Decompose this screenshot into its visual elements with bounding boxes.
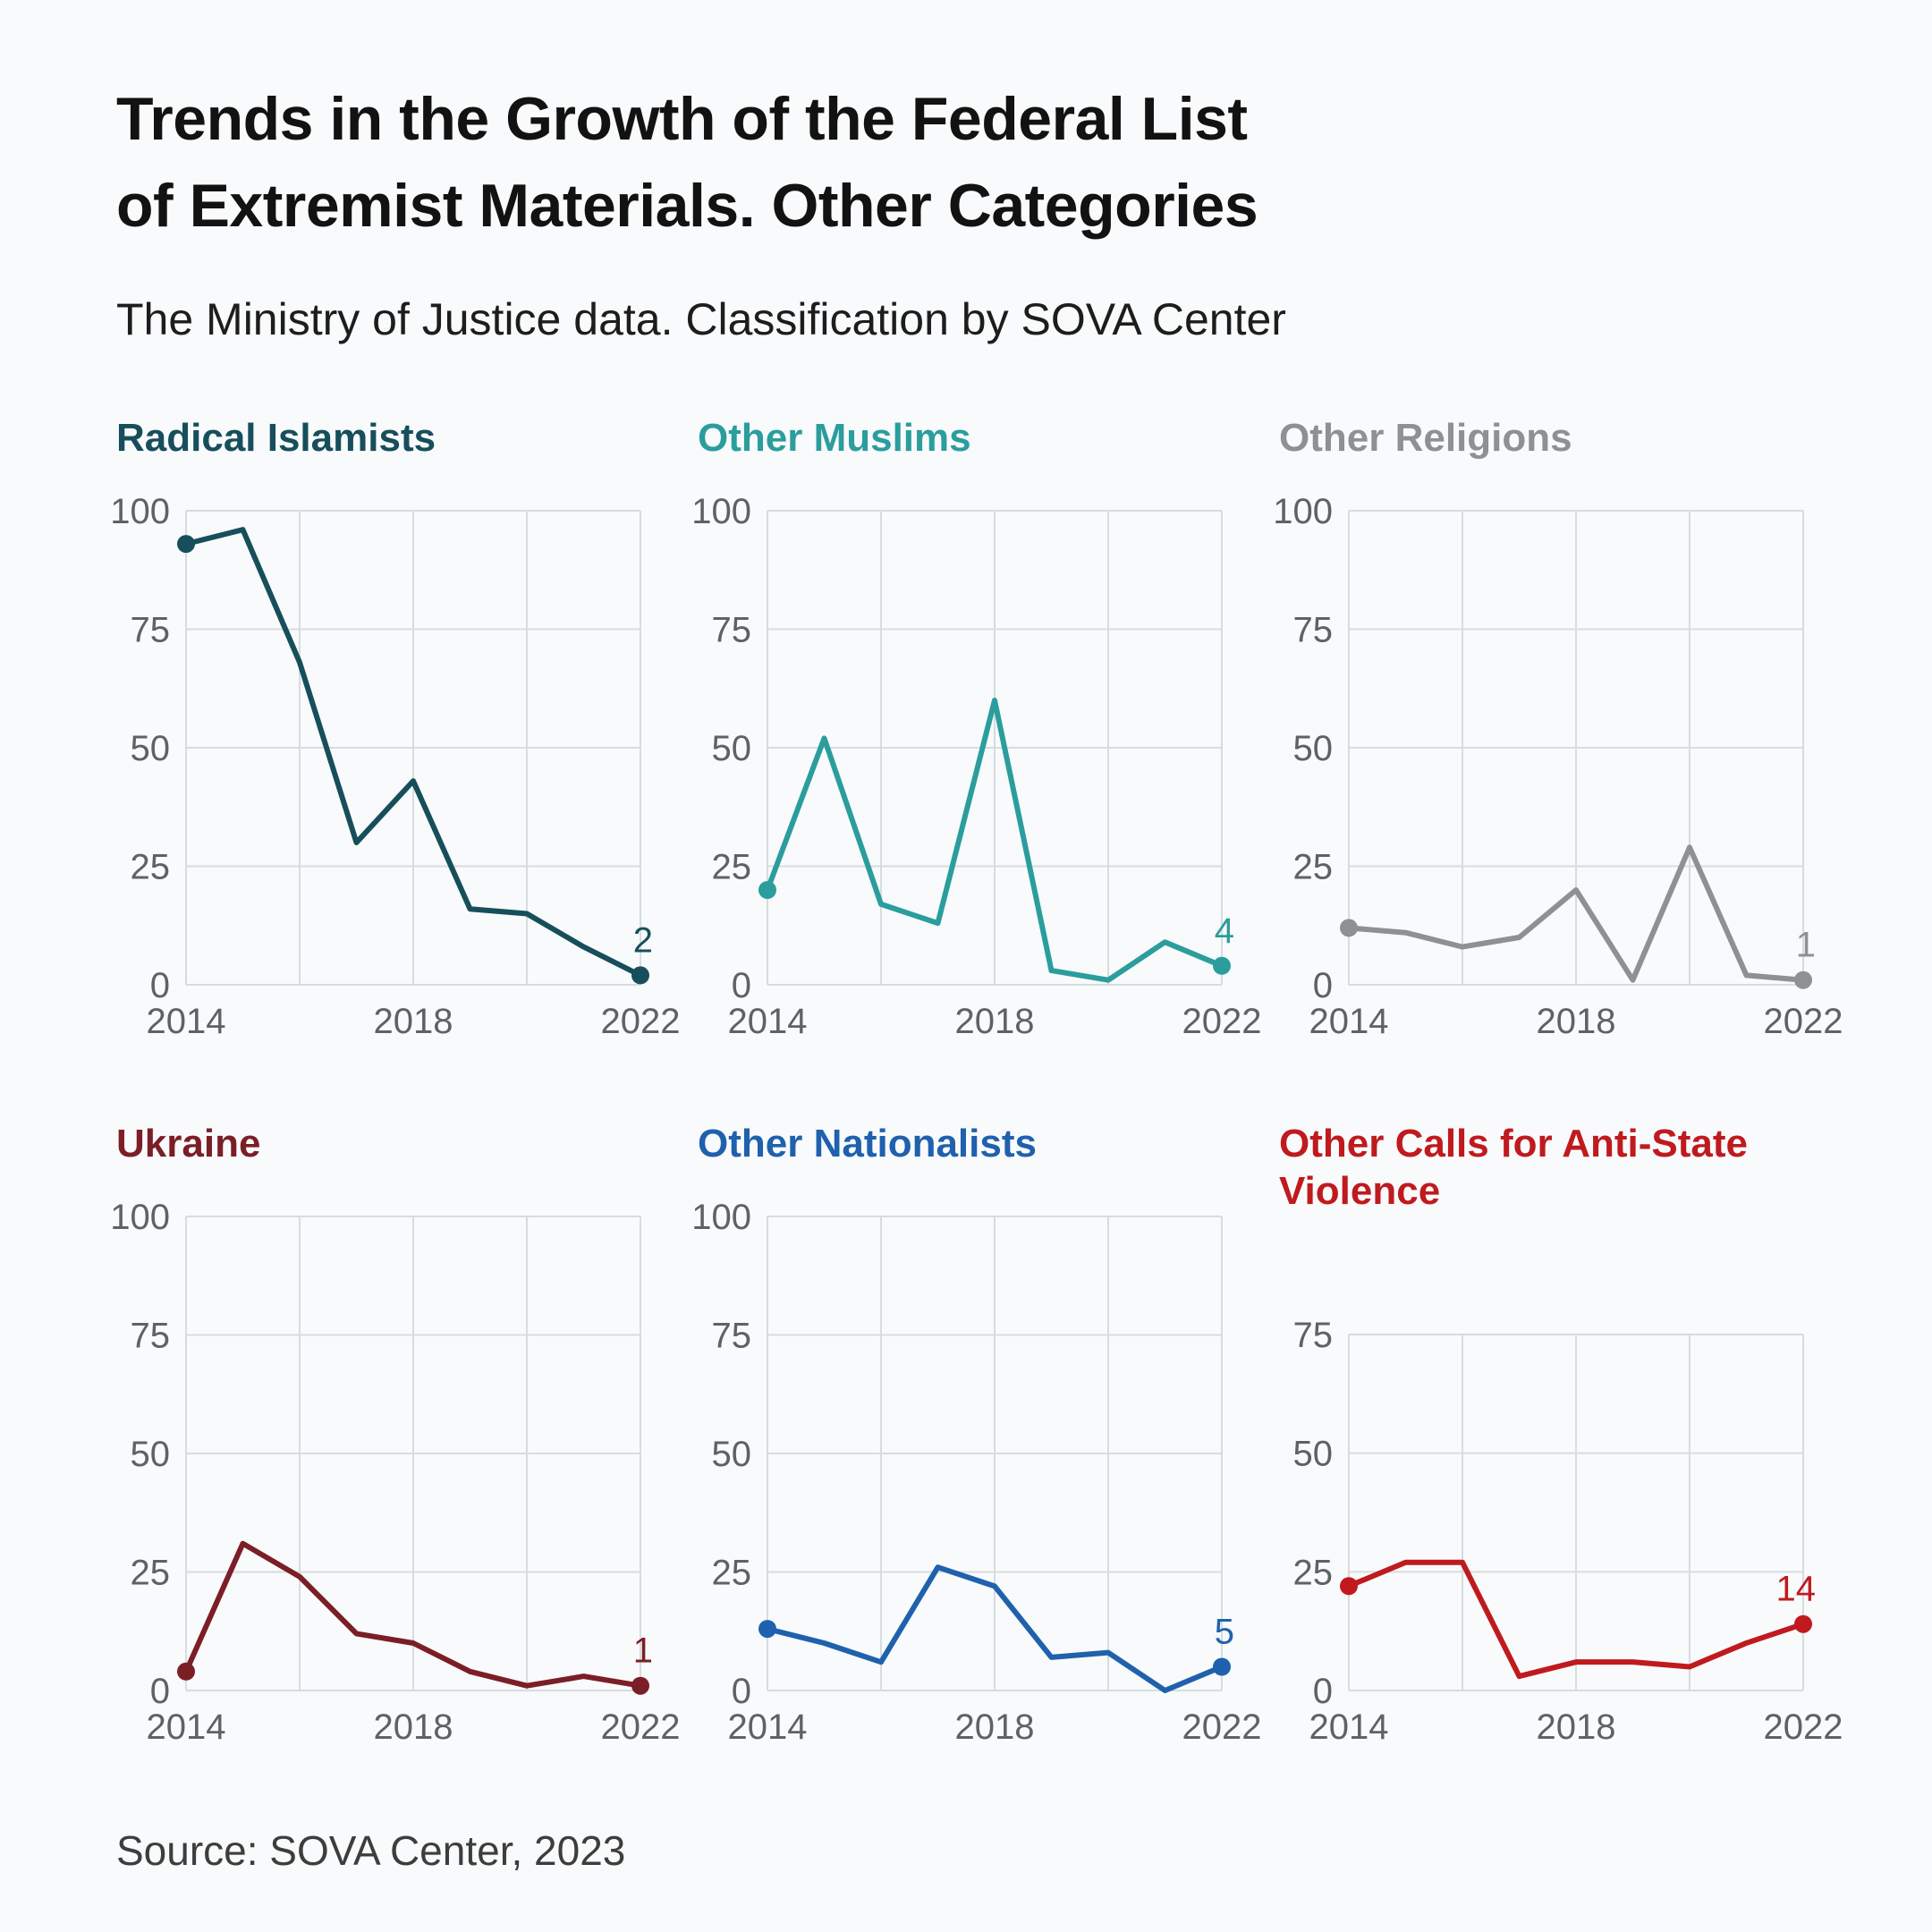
y-tick-label: 0 bbox=[1313, 1672, 1333, 1711]
y-tick-label: 100 bbox=[110, 1198, 170, 1237]
data-point-last bbox=[1213, 956, 1231, 975]
chart-ukraine: Ukraine 0 25 50 75 100 2014 2018 2022 1 bbox=[110, 1121, 680, 1748]
y-tick-label: 0 bbox=[150, 966, 170, 1005]
chart-canvas-other-religions: 0 25 50 75 100 2014 2018 2022 1 bbox=[1273, 492, 1843, 1041]
chart-canvas-other-nationalists: 0 25 50 75 100 2014 2018 2022 5 bbox=[691, 1198, 1261, 1747]
end-value-label: 5 bbox=[1215, 1612, 1234, 1651]
y-tick-label: 100 bbox=[1273, 492, 1333, 531]
source-note: Source: SOVA Center, 2023 bbox=[116, 1826, 626, 1874]
y-tick-label: 25 bbox=[712, 1553, 752, 1592]
y-tick-label: 75 bbox=[1293, 1316, 1334, 1355]
y-tick-label: 0 bbox=[732, 966, 751, 1005]
data-point-last bbox=[631, 966, 649, 985]
end-value-label: 14 bbox=[1776, 1569, 1817, 1608]
end-value-label: 1 bbox=[633, 1631, 653, 1670]
series-line bbox=[183, 527, 643, 979]
series-line bbox=[765, 697, 1224, 983]
y-tick-label: 25 bbox=[1293, 847, 1334, 886]
page-subtitle: The Ministry of Justice data. Classifica… bbox=[116, 294, 1286, 345]
data-point-first bbox=[758, 880, 776, 899]
x-tick-label: 2014 bbox=[147, 1002, 226, 1041]
page-title-line2: of Extremist Materials. Other Categories bbox=[116, 171, 1258, 240]
y-tick-label: 75 bbox=[131, 610, 171, 649]
chart-title-radical-islamists: Radical Islamists bbox=[116, 416, 436, 461]
y-tick-label: 0 bbox=[732, 1672, 751, 1711]
x-tick-label: 2022 bbox=[1764, 1707, 1843, 1747]
x-tick-label: 2018 bbox=[374, 1002, 453, 1041]
x-tick-label: 2014 bbox=[728, 1707, 808, 1747]
y-tick-label: 50 bbox=[712, 1435, 752, 1474]
end-value-label: 1 bbox=[1796, 926, 1816, 965]
y-tick-label: 0 bbox=[150, 1672, 170, 1711]
x-tick-label: 2018 bbox=[374, 1707, 453, 1747]
data-point-first bbox=[1340, 1576, 1358, 1595]
y-tick-label: 25 bbox=[131, 847, 171, 886]
y-tick-label: 100 bbox=[110, 492, 170, 531]
x-tick-label: 2018 bbox=[1537, 1002, 1616, 1041]
chart-other-calls-for-anti-state-violence: Other Calls for Anti-State Violence 0 25 50… bbox=[1279, 1121, 1843, 1748]
charts-grid: Radical Islamists 0 25 50 75 100 2014 2018 2022 2… bbox=[110, 415, 1843, 1748]
y-tick-label: 100 bbox=[691, 1198, 751, 1237]
page-title-line1: Trends in the Growth of the Federal List bbox=[116, 85, 1248, 153]
y-tick-label: 50 bbox=[1293, 1434, 1334, 1473]
x-tick-label: 2022 bbox=[1764, 1002, 1843, 1041]
chart-title-other-religions: Other Religions bbox=[1279, 416, 1572, 461]
chart-radical-islamists: Radical Islamists 0 25 50 75 100 2014 2018 2022 2 bbox=[110, 415, 680, 1042]
x-tick-label: 2018 bbox=[955, 1707, 1035, 1747]
end-value-label: 4 bbox=[1215, 911, 1234, 951]
series-line bbox=[183, 1540, 643, 1689]
series-line bbox=[765, 1563, 1224, 1693]
chart-canvas-other-calls-for-anti-state-violence: 0 25 50 75 2014 2018 2022 14 bbox=[1293, 1316, 1843, 1747]
infographic: Trends in the Growth of the Federal List… bbox=[110, 76, 1843, 1874]
y-tick-label: 100 bbox=[691, 492, 751, 531]
chart-canvas-ukraine: 0 25 50 75 100 2014 2018 2022 1 bbox=[110, 1198, 680, 1747]
y-tick-label: 25 bbox=[131, 1553, 171, 1592]
series-line bbox=[1346, 1559, 1806, 1679]
chart-title-other-muslims: Other Muslims bbox=[698, 416, 971, 461]
y-tick-label: 0 bbox=[1313, 966, 1333, 1005]
data-point-first bbox=[177, 1662, 195, 1681]
y-tick-label: 25 bbox=[1293, 1553, 1334, 1592]
data-point-first bbox=[177, 534, 195, 553]
chart-canvas-radical-islamists: 0 25 50 75 100 2014 2018 2022 2 bbox=[110, 492, 680, 1041]
chart-title-other-nationalists: Other Nationalists bbox=[698, 1121, 1037, 1165]
y-tick-label: 50 bbox=[131, 729, 171, 768]
chart-other-muslims: Other Muslims 0 25 50 75 100 2014 2018 2022 4 bbox=[691, 415, 1261, 1042]
data-point-last bbox=[1794, 970, 1812, 989]
chart-title-ukraine: Ukraine bbox=[116, 1121, 261, 1165]
x-tick-label: 2022 bbox=[601, 1002, 681, 1041]
x-tick-label: 2022 bbox=[601, 1707, 681, 1747]
data-point-last bbox=[1794, 1614, 1812, 1633]
x-tick-label: 2014 bbox=[728, 1002, 808, 1041]
end-value-label: 2 bbox=[633, 920, 653, 960]
x-tick-label: 2014 bbox=[147, 1707, 226, 1747]
data-point-first bbox=[1340, 919, 1358, 937]
y-tick-label: 25 bbox=[712, 847, 752, 886]
x-tick-label: 2022 bbox=[1182, 1002, 1262, 1041]
y-tick-label: 75 bbox=[712, 610, 752, 649]
x-tick-label: 2018 bbox=[955, 1002, 1035, 1041]
y-tick-label: 75 bbox=[712, 1316, 752, 1355]
y-tick-label: 50 bbox=[1293, 729, 1334, 768]
data-point-last bbox=[1213, 1657, 1231, 1676]
y-tick-label: 50 bbox=[712, 729, 752, 768]
series-line bbox=[1346, 844, 1806, 983]
chart-other-nationalists: Other Nationalists 0 25 50 75 100 2014 2018 2022… bbox=[691, 1121, 1261, 1748]
data-point-first bbox=[758, 1619, 776, 1638]
y-tick-label: 75 bbox=[1293, 610, 1334, 649]
data-point-last bbox=[631, 1676, 649, 1695]
y-tick-label: 75 bbox=[131, 1316, 171, 1355]
x-tick-label: 2018 bbox=[1537, 1707, 1616, 1747]
chart-other-religions: Other Religions 0 25 50 75 100 2014 2018 2022 1 bbox=[1273, 415, 1843, 1042]
x-tick-label: 2014 bbox=[1309, 1002, 1389, 1041]
chart-title-other-calls-for-anti-state-violence: Other Calls for Anti-State Violence bbox=[1279, 1121, 1748, 1213]
page-title: Trends in the Growth of the Federal List… bbox=[116, 76, 1816, 249]
y-tick-label: 50 bbox=[131, 1435, 171, 1474]
chart-canvas-other-muslims: 0 25 50 75 100 2014 2018 2022 4 bbox=[691, 492, 1261, 1041]
x-tick-label: 2014 bbox=[1309, 1707, 1389, 1747]
x-tick-label: 2022 bbox=[1182, 1707, 1262, 1747]
